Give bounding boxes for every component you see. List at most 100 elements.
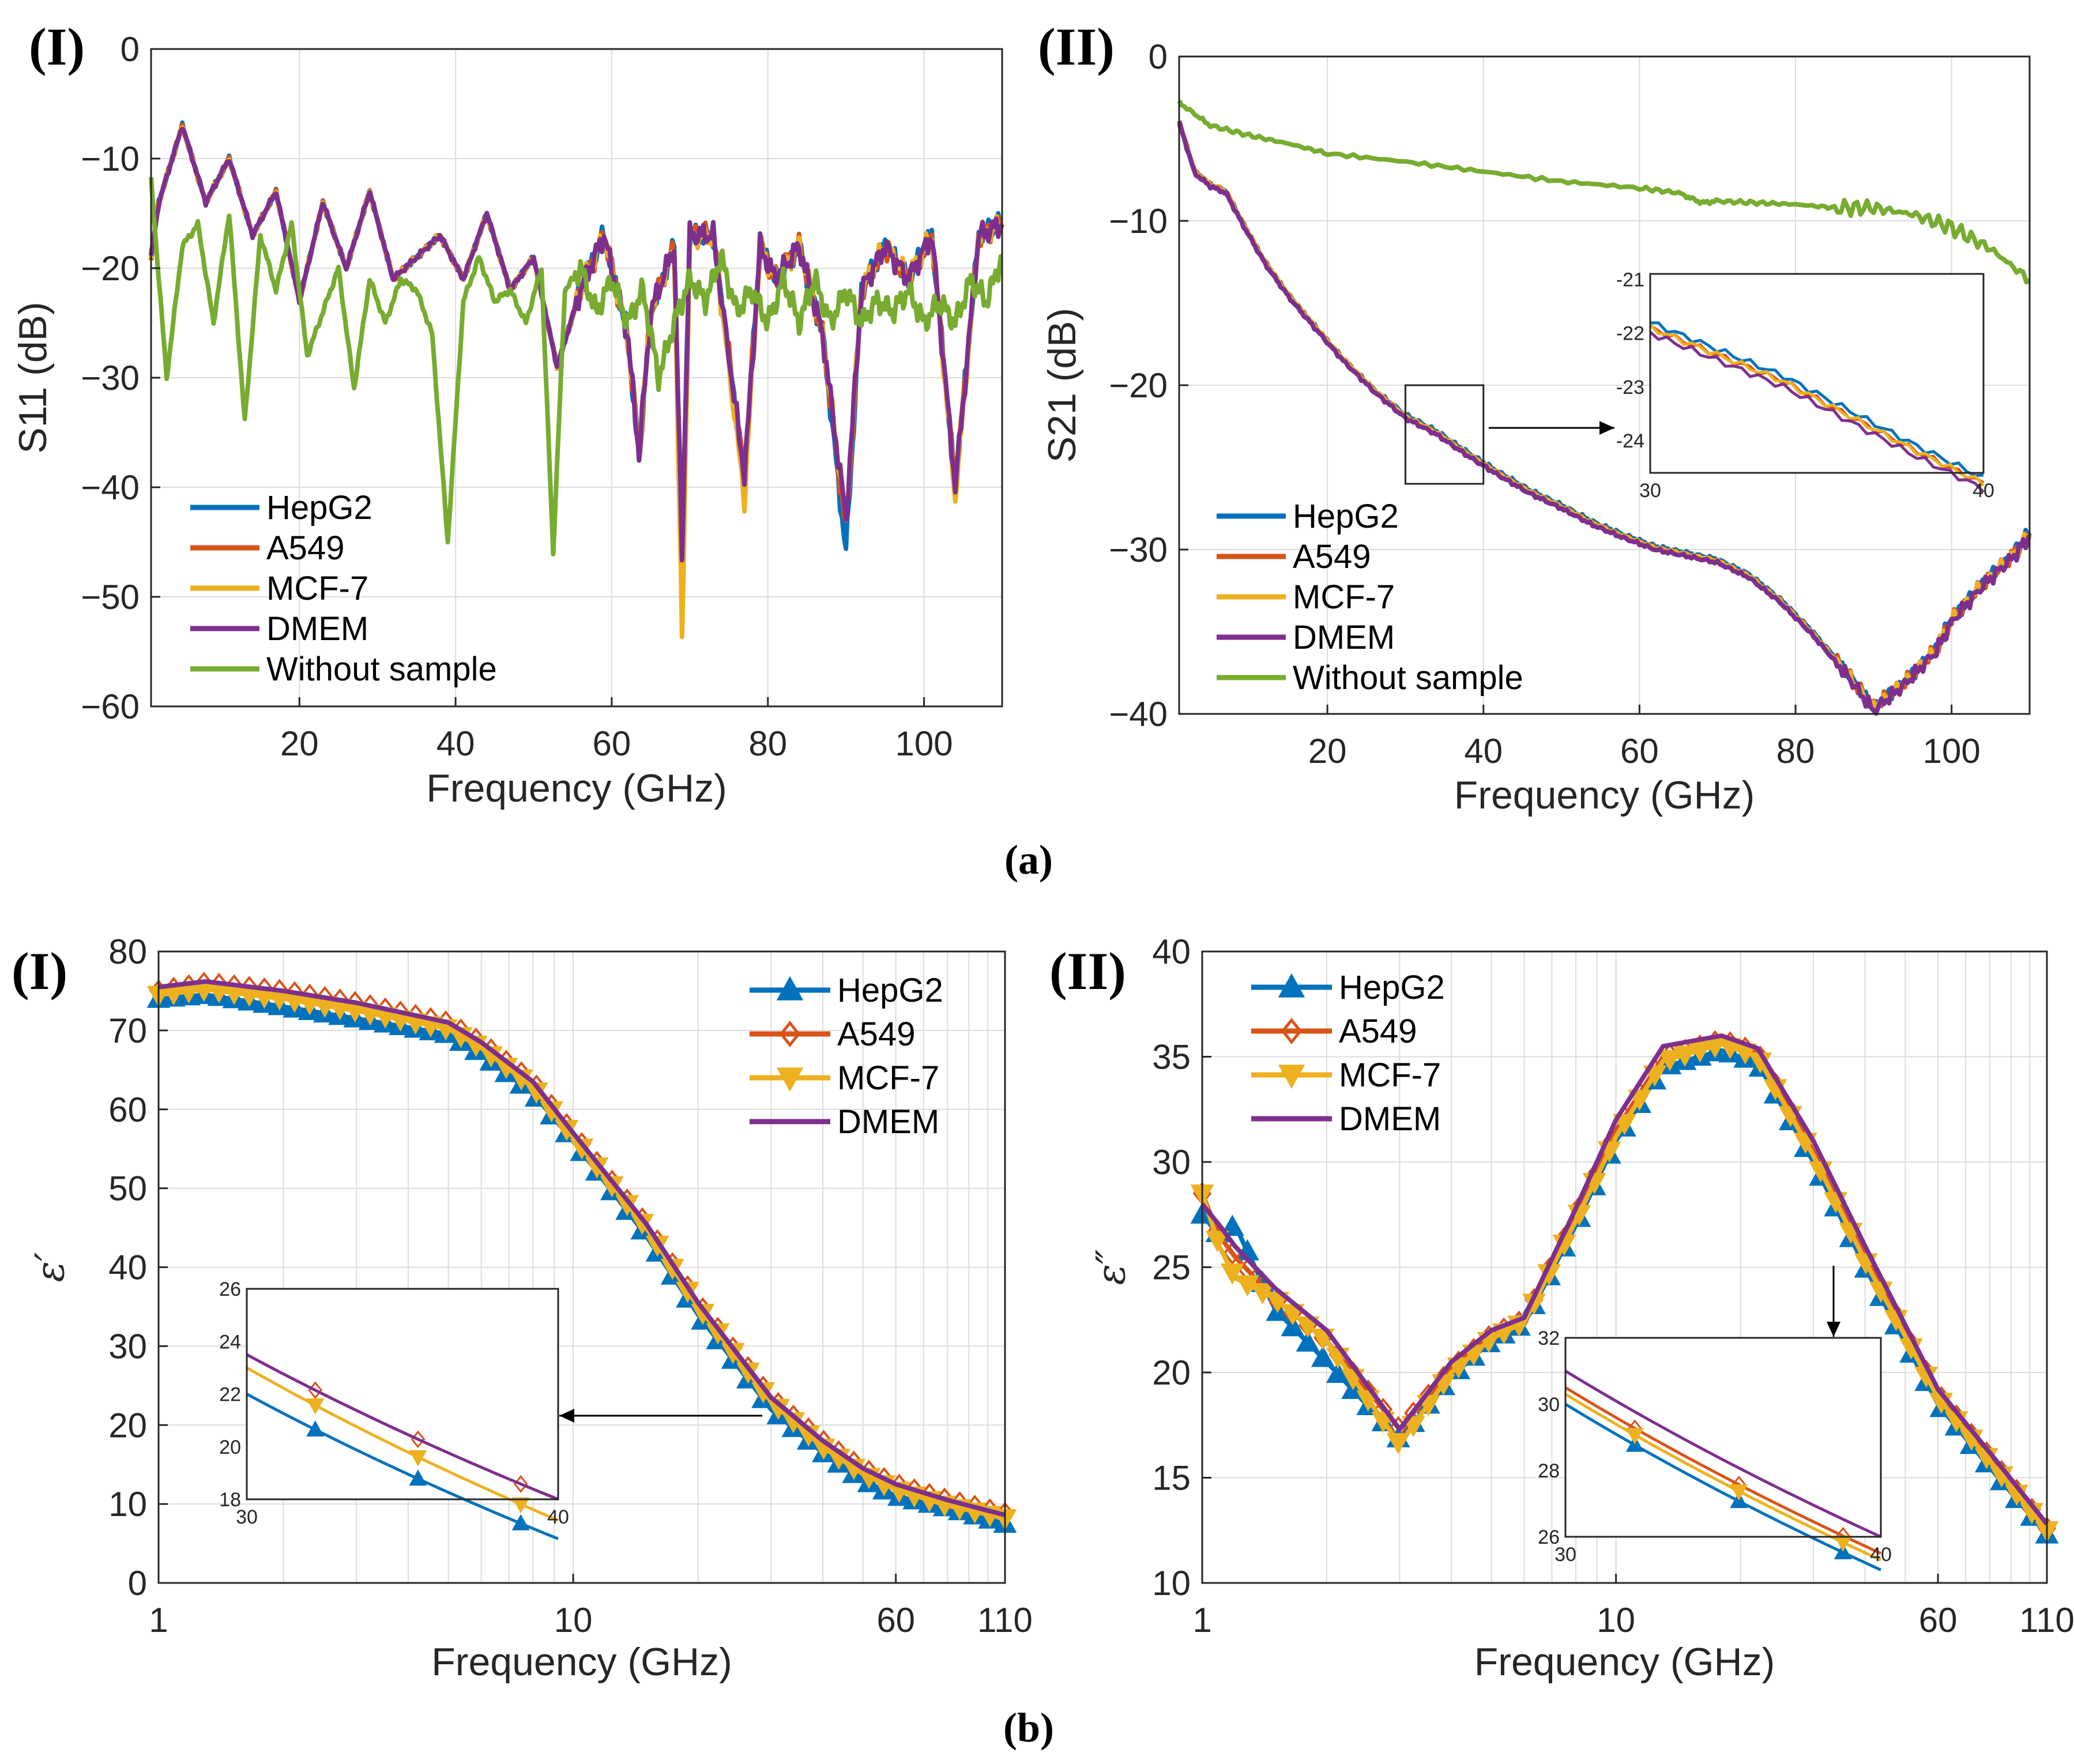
y-tick-label: 30 xyxy=(1152,1143,1191,1182)
y-tick-label: 40 xyxy=(108,1248,147,1287)
legend-label: MCF-7 xyxy=(1339,1056,1441,1094)
data-point xyxy=(1311,1345,1335,1367)
legend-marker xyxy=(1278,973,1305,998)
inset-frame xyxy=(1649,273,1985,474)
inset-data-point xyxy=(511,1497,530,1514)
inset: 30 40 -21 -22 -23 -24 xyxy=(1616,269,1994,502)
series-line xyxy=(149,126,1004,563)
y-tick-label: 50 xyxy=(108,1169,147,1208)
y-tick-label: −40 xyxy=(1109,695,1168,734)
x-tick-label: 20 xyxy=(1308,732,1347,770)
legend-marker xyxy=(779,1020,801,1048)
data-point xyxy=(1673,1045,1697,1067)
y-tick-label: −50 xyxy=(81,578,140,616)
panel-label-b-i: (I) xyxy=(12,942,67,1001)
inset-y-tick-label: 20 xyxy=(219,1436,241,1458)
y-tick-label: 80 xyxy=(108,932,147,971)
y-tick-label: 20 xyxy=(108,1406,147,1445)
inset-background xyxy=(247,1289,558,1499)
series-line xyxy=(1200,1033,2049,1526)
y-tick-label: 70 xyxy=(108,1011,147,1050)
legend-label: MCF-7 xyxy=(1293,578,1395,616)
y-tick-label: −10 xyxy=(1109,202,1168,240)
inset-y-tick-label: 32 xyxy=(1538,1327,1560,1349)
inset-x-tick-label: 40 xyxy=(547,1506,569,1528)
inset-series-line xyxy=(1649,330,1985,494)
x-tick-label: 40 xyxy=(1464,732,1503,770)
legend-label: A549 xyxy=(266,529,344,567)
y-tick-label: 15 xyxy=(1152,1459,1191,1498)
inset-series-hepg2 xyxy=(246,1393,559,1540)
zoom-arrow-head xyxy=(1827,1322,1840,1337)
y-tick-label: 0 xyxy=(128,1564,147,1603)
y-tick-label: −20 xyxy=(1109,366,1168,405)
y-axis-title: S11 (dB) xyxy=(11,302,55,453)
y-tick-label: −40 xyxy=(81,468,140,507)
x-tick-label: 40 xyxy=(436,724,475,763)
inset-background xyxy=(1650,274,1983,473)
inset-data-point xyxy=(1625,1428,1644,1445)
y-tick-label: 40 xyxy=(1152,932,1191,971)
series-mcf-7 xyxy=(1190,1037,2059,1543)
inset-series-line xyxy=(1650,321,1984,477)
legend-label: DMEM xyxy=(1293,619,1395,656)
inset-series-hepg2 xyxy=(1650,321,1984,477)
x-axis-title: Frequency (GHz) xyxy=(1474,1640,1775,1684)
x-tick-label: 1 xyxy=(1192,1601,1211,1639)
data-point xyxy=(1326,1361,1350,1383)
inset: 30 40 18 20 22 24 26 xyxy=(219,1278,569,1540)
inset-series-line xyxy=(1649,324,1985,487)
inset-y-tick-label: -24 xyxy=(1616,430,1644,452)
series-line xyxy=(1177,99,2031,285)
data-point xyxy=(1688,1041,1712,1063)
inset-y-tick-label: -22 xyxy=(1616,323,1644,345)
data-point xyxy=(1220,1263,1244,1285)
inset-frame xyxy=(246,1288,559,1500)
inset-data-point xyxy=(409,1469,427,1486)
legend-label: HepG2 xyxy=(1293,498,1399,535)
x-tick-label: 1 xyxy=(149,1601,168,1639)
series-without-sample xyxy=(149,177,1003,556)
inset-series-line xyxy=(1564,1370,1882,1539)
y-tick-label: 0 xyxy=(121,30,140,69)
data-point xyxy=(1658,1050,1682,1071)
data-point xyxy=(1628,1089,1652,1111)
y-tick-label: 35 xyxy=(1152,1038,1191,1077)
legend-label: HepG2 xyxy=(1339,969,1445,1006)
inset-y-tick-label: 24 xyxy=(219,1331,241,1353)
x-tick-label: 60 xyxy=(876,1601,915,1639)
y-axis-title: S21 (dB) xyxy=(1040,308,1084,462)
y-tick-label: 20 xyxy=(1152,1353,1191,1392)
y-tick-label: −20 xyxy=(81,249,140,288)
legend-label: DMEM xyxy=(1339,1100,1441,1138)
y-axis-title: ε″ xyxy=(1089,1250,1134,1285)
x-tick-label: 110 xyxy=(977,1601,1033,1639)
legend-marker xyxy=(1278,1065,1305,1089)
y-tick-label: 10 xyxy=(1152,1564,1191,1603)
inset-y-tick-label: 26 xyxy=(219,1278,241,1300)
inset-y-tick-label: 22 xyxy=(219,1384,241,1406)
inset-x-tick-label: 30 xyxy=(236,1506,258,1528)
x-tick-label: 60 xyxy=(593,724,631,763)
x-tick-label: 10 xyxy=(554,1601,593,1639)
inset-data-point xyxy=(511,1514,530,1530)
inset-data-point xyxy=(409,1450,427,1466)
x-tick-label: 80 xyxy=(748,724,787,763)
data-point xyxy=(1281,1315,1305,1337)
panel-label-a-ii: (II) xyxy=(1038,17,1115,76)
inset-y-tick-label: 30 xyxy=(1538,1394,1560,1416)
series-line xyxy=(1177,120,2031,716)
y-axis-title: ε′ xyxy=(28,1252,73,1282)
series-dmem xyxy=(149,126,1004,563)
legend-label: MCF-7 xyxy=(837,1059,939,1097)
legend-marker xyxy=(776,1067,804,1092)
caption-a: (a) xyxy=(1004,837,1053,883)
legend-label: A549 xyxy=(1339,1013,1417,1050)
inset-series-line xyxy=(246,1366,559,1522)
x-axis-title: Frequency (GHz) xyxy=(1454,773,1755,817)
legend-label: DMEM xyxy=(837,1103,939,1141)
x-tick-label: 100 xyxy=(895,724,953,763)
legend-label: DMEM xyxy=(266,610,368,648)
